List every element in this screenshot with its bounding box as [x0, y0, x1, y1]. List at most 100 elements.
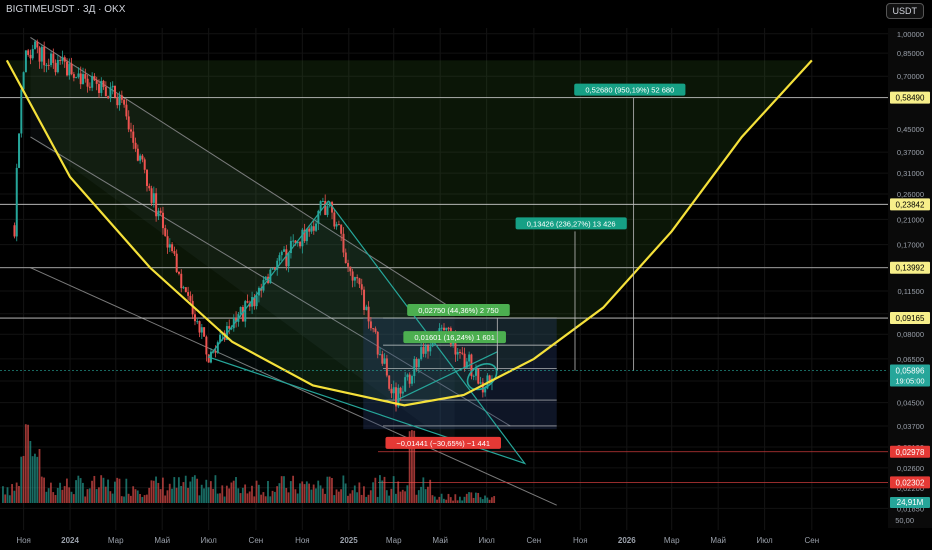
candle-body: [292, 240, 295, 242]
candle-body: [68, 63, 71, 76]
volume-bar: [43, 477, 45, 503]
candle-body: [340, 224, 343, 234]
volume-bar: [180, 486, 183, 503]
candle-body: [255, 295, 258, 307]
candle-body: [230, 328, 233, 330]
rising-trendline: [396, 351, 498, 401]
candle-body: [299, 241, 302, 247]
candle-body: [363, 289, 366, 310]
volume-bar: [326, 476, 329, 503]
candle-body: [232, 317, 235, 329]
candle-body: [401, 391, 404, 394]
candle-body: [77, 73, 80, 78]
volume-bar: [34, 453, 36, 503]
volume-bar: [223, 496, 226, 503]
x-tick-label: Май: [432, 536, 448, 545]
volume-bar: [70, 491, 73, 503]
candle-body: [219, 334, 222, 343]
candle-body: [61, 57, 64, 61]
volume-bar: [474, 492, 477, 503]
volume-bar: [289, 481, 292, 503]
candle-body: [241, 307, 244, 322]
x-tick-label: Май: [710, 536, 726, 545]
volume-bar: [134, 489, 137, 503]
volume-bar: [360, 494, 363, 503]
candle-body: [22, 72, 25, 90]
candle-body: [351, 271, 354, 281]
volume-bar: [276, 486, 279, 503]
candle-body: [196, 321, 199, 323]
currency-button[interactable]: USDT: [885, 3, 924, 19]
measurement-label-text: 0,52680 (950,19%) 52 680: [585, 86, 674, 95]
candle-body: [310, 226, 313, 232]
volume-bar: [216, 493, 219, 503]
candle-body: [470, 354, 473, 377]
volume-bar: [175, 487, 178, 503]
candle-body: [353, 277, 356, 281]
volume-bar: [337, 491, 340, 503]
volume-bar: [232, 480, 235, 503]
volume-bar: [399, 491, 402, 503]
measurement-label-box: [574, 83, 686, 96]
volume-bar: [66, 478, 68, 503]
candle-body: [481, 382, 484, 393]
volume-bar: [91, 480, 93, 503]
volume-bar: [173, 477, 176, 503]
candle-body: [171, 244, 174, 252]
candle-body: [127, 116, 130, 130]
candle-body: [86, 78, 89, 87]
candle-body: [273, 268, 276, 270]
volume-bar: [406, 485, 409, 503]
volume-bar: [278, 483, 281, 503]
volume-bar: [481, 499, 484, 503]
candle-body: [132, 131, 135, 143]
candle-body: [447, 327, 450, 329]
volume-bar: [141, 496, 144, 503]
candle-body: [47, 64, 50, 66]
candle-body: [287, 253, 290, 267]
volume-bar: [205, 479, 208, 503]
volume-bar: [228, 488, 231, 503]
volume-bar: [107, 479, 109, 503]
candle-body: [248, 302, 251, 307]
candle-body: [390, 388, 393, 394]
candle-body: [228, 326, 231, 329]
candle-body: [214, 351, 217, 353]
volume-bar: [20, 456, 23, 503]
volume-bar: [200, 484, 203, 503]
candle-body: [203, 327, 206, 337]
volume-bar: [468, 492, 470, 503]
candle-body: [317, 210, 320, 224]
volume-bar: [246, 493, 249, 503]
volume-bar: [280, 476, 283, 503]
y-tick-label: 0,11500: [897, 287, 924, 296]
volume-bar: [61, 489, 64, 503]
parabola-arc: [5, 59, 813, 407]
candle-body: [335, 224, 338, 227]
candle-body: [107, 96, 110, 99]
candle-body: [271, 268, 274, 270]
volume-bar: [381, 480, 384, 503]
candle-body: [246, 301, 249, 303]
volume-bar: [193, 475, 196, 503]
candle-body: [358, 278, 361, 285]
candle-body: [209, 351, 212, 363]
volume-bar: [59, 482, 61, 503]
volume-bar: [328, 476, 331, 503]
y-tick-label: 0,03700: [897, 422, 924, 431]
candle-body: [349, 266, 352, 272]
volume-bar: [285, 487, 288, 503]
candle-body: [461, 352, 464, 354]
candle-body: [43, 46, 46, 66]
volume-bar: [79, 478, 82, 503]
volume-bar: [88, 488, 91, 503]
current-price-text: 0,05896: [896, 367, 925, 376]
candle-body: [333, 212, 336, 227]
x-tick-label: Мар: [386, 536, 402, 545]
volume-bar: [454, 494, 457, 503]
candle-body: [465, 361, 468, 368]
volume-bar: [262, 492, 265, 503]
candle-body: [404, 377, 407, 392]
